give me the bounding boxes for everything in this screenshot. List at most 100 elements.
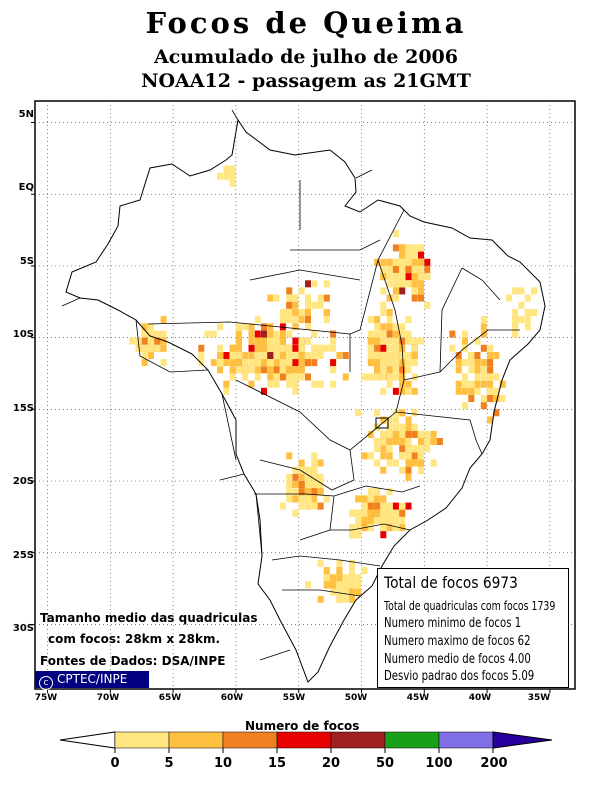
fire-cell <box>386 488 393 496</box>
fire-cell <box>493 373 500 381</box>
colorbar-segment <box>114 731 170 749</box>
fire-cell <box>223 387 230 395</box>
fire-cell <box>361 502 368 510</box>
fire-cell <box>374 495 381 503</box>
fire-cell <box>468 359 475 367</box>
fire-cell <box>267 366 274 374</box>
fire-cell <box>342 373 349 381</box>
fire-cell <box>399 244 406 252</box>
fire-cell <box>392 230 399 238</box>
fire-cell <box>336 352 343 359</box>
fire-cell <box>254 373 261 381</box>
fire-cell <box>474 352 481 359</box>
fire-cell <box>229 359 236 367</box>
fire-cell <box>311 495 318 503</box>
fire-cell <box>267 344 274 352</box>
fire-cell <box>374 516 381 524</box>
cptec-credit: c CPTEC/INPE <box>35 671 149 690</box>
lon-label-55w: 55W <box>282 693 306 703</box>
fire-cell <box>524 323 531 331</box>
fire-cell <box>317 595 324 603</box>
fire-cell <box>355 574 362 582</box>
fire-cell <box>292 294 299 302</box>
fire-cell <box>380 466 387 474</box>
fire-cell <box>386 516 393 524</box>
fire-cell <box>418 244 424 252</box>
fire-cell <box>455 352 462 359</box>
fire-cell <box>292 509 299 517</box>
fire-cell <box>405 337 412 345</box>
fire-cell <box>141 352 148 359</box>
fire-cell <box>286 330 293 338</box>
fire-cell <box>468 380 475 388</box>
fire-cell <box>292 323 299 331</box>
lon-label-45w: 45W <box>406 693 430 703</box>
fire-cell <box>298 359 305 367</box>
fire-cell <box>468 387 475 395</box>
fire-cell <box>386 280 393 288</box>
fire-cell <box>411 430 418 438</box>
fire-cell <box>405 265 412 273</box>
fire-cell <box>399 373 406 381</box>
fire-cell <box>198 344 205 352</box>
fire-cell <box>267 337 274 345</box>
fire-cell <box>223 172 230 180</box>
desvio-padrao: Desvio padrao dos focos 5.09 <box>384 669 535 684</box>
colorbar-label-20: 20 <box>321 756 341 771</box>
fire-cell <box>380 287 387 295</box>
fire-cell <box>512 330 519 338</box>
fire-cell <box>154 344 161 352</box>
fire-cell <box>474 373 481 381</box>
fire-cell <box>386 509 393 517</box>
fire-cell <box>311 502 318 510</box>
fire-cell <box>254 366 261 374</box>
fire-cell <box>279 344 286 352</box>
fire-cell <box>512 316 519 324</box>
fire-cell <box>305 337 311 345</box>
fire-cell <box>311 488 318 496</box>
fire-cell <box>449 330 456 338</box>
fire-cell <box>418 251 424 259</box>
fire-cell <box>286 316 293 324</box>
fire-cell <box>367 337 374 345</box>
fire-cell <box>342 588 349 596</box>
fire-cell <box>392 430 399 438</box>
fire-cell <box>399 387 406 395</box>
fire-cell <box>392 387 399 395</box>
fire-cell <box>487 380 494 388</box>
fire-cell <box>273 330 280 338</box>
fire-cell <box>455 380 462 388</box>
country-borders <box>61 109 546 683</box>
map-subtitle-satellite: NOAA12 - passagem as 21GMT <box>141 70 471 92</box>
fire-cell <box>349 524 355 532</box>
fire-cell <box>286 495 293 503</box>
fire-cell <box>229 344 236 352</box>
fire-cell <box>273 366 280 374</box>
fire-cell <box>292 352 299 359</box>
fire-cell <box>380 373 387 381</box>
fire-cell <box>493 352 500 359</box>
fire-cell <box>399 359 406 367</box>
fire-cell <box>317 488 324 496</box>
fire-cell <box>248 366 255 374</box>
fire-cell <box>474 387 481 395</box>
fire-cell <box>261 337 267 345</box>
fire-cell <box>399 337 406 345</box>
fire-cell <box>392 373 399 381</box>
fire-cell <box>399 516 406 524</box>
fire-cell <box>242 352 249 359</box>
fire-cell <box>330 581 337 589</box>
fire-cell <box>380 387 387 395</box>
fire-cell <box>367 502 374 510</box>
fire-cell <box>248 330 255 338</box>
fire-cell <box>317 502 324 510</box>
fire-cell <box>298 352 305 359</box>
fire-cell <box>330 359 337 367</box>
fire-cell <box>336 595 343 603</box>
fire-cell <box>292 373 299 381</box>
fire-cell <box>380 258 387 266</box>
fire-cell <box>336 581 343 589</box>
fire-cell <box>392 265 399 273</box>
numero-maximo: Numero maximo de focos 62 <box>384 634 531 649</box>
fire-cell <box>411 387 418 395</box>
